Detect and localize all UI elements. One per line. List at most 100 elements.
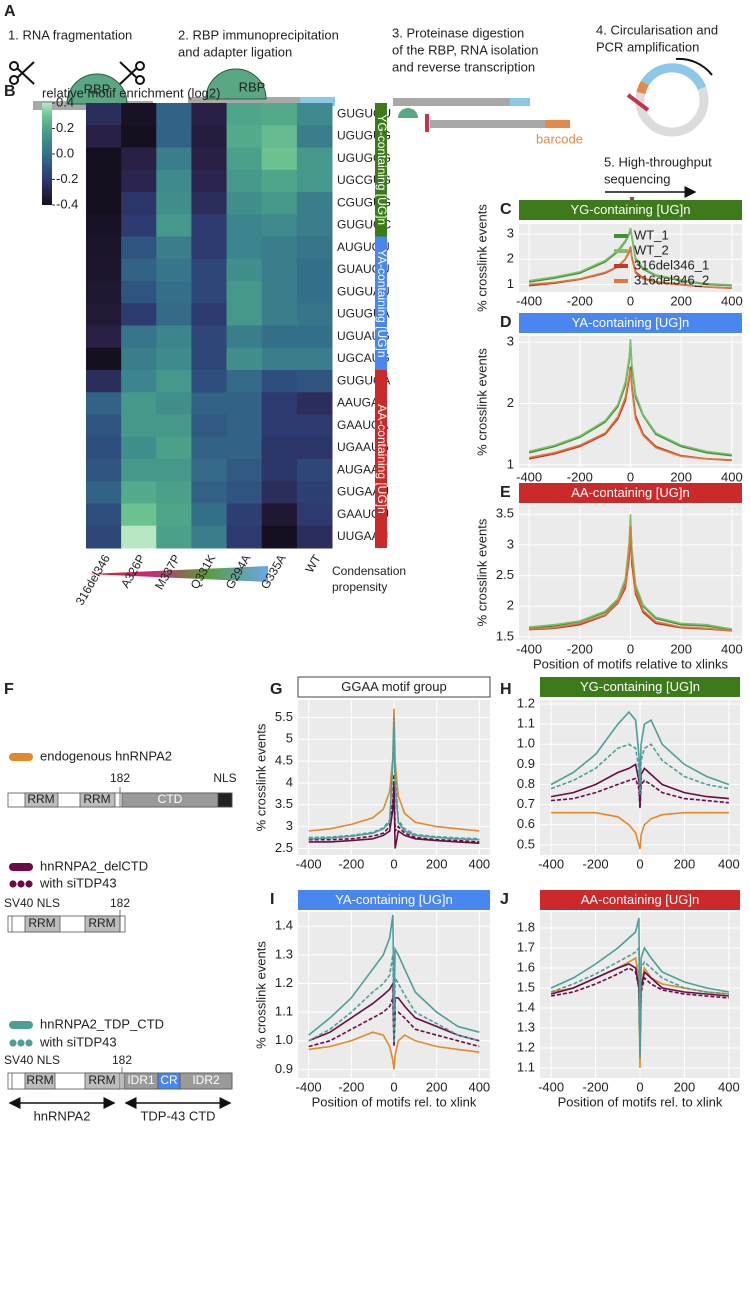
y-axis-label: % crosslink events xyxy=(474,204,489,312)
heat-cell xyxy=(226,525,263,549)
x-tick-label: -200 xyxy=(567,293,593,308)
series-line xyxy=(528,227,732,286)
heat-cell xyxy=(156,258,192,282)
title-bar xyxy=(519,483,742,503)
heat-cell xyxy=(86,436,122,460)
colorbar-tick-label: 0.2 xyxy=(56,120,74,135)
x-tick-label: -400 xyxy=(516,293,542,308)
heat-cell xyxy=(261,525,298,549)
adapter xyxy=(300,97,335,106)
panel-letter: I xyxy=(270,891,274,908)
heat-cell xyxy=(86,147,122,171)
heat-cell xyxy=(261,303,298,326)
heat-cell xyxy=(156,281,192,304)
heat-cell xyxy=(86,370,122,393)
heat-cell xyxy=(226,503,263,527)
heat-cell xyxy=(121,147,157,171)
colorbar-tick-label: -0.2 xyxy=(56,171,78,186)
heat-cell xyxy=(261,392,298,415)
heat-cell xyxy=(121,459,157,482)
heat-cell xyxy=(296,125,333,148)
step-text: 2. RBP immunoprecipitation xyxy=(178,27,339,42)
scissors xyxy=(9,61,145,85)
heat-cell xyxy=(86,169,122,193)
title-bar xyxy=(519,200,742,220)
rbp xyxy=(205,68,267,100)
heat-cell xyxy=(86,347,122,371)
heat-cell xyxy=(191,481,228,504)
x-tick-label: -200 xyxy=(338,1079,364,1094)
heat-cell xyxy=(296,525,333,549)
y-tick-label: 1.1 xyxy=(517,1059,535,1074)
heat-cell xyxy=(261,125,298,148)
group-bar xyxy=(375,103,387,237)
heat-cell xyxy=(261,459,298,482)
heat-cell xyxy=(86,125,122,148)
group-bar xyxy=(375,236,387,370)
heat-cell xyxy=(86,303,122,326)
y-tick-label: 3.5 xyxy=(496,506,514,521)
step-text: 5. High-throughput xyxy=(604,154,712,169)
series-line xyxy=(308,717,480,840)
heat-cell xyxy=(191,503,228,527)
propensity-label: propensity xyxy=(332,580,387,594)
heat-cell xyxy=(191,258,228,282)
y-tick-label: 4.5 xyxy=(275,753,293,768)
legend-marker xyxy=(25,1039,33,1047)
rbp-label: RBP xyxy=(84,81,111,96)
heat-cell xyxy=(191,325,228,349)
legend-label: endogenous hnRNPA2 xyxy=(40,748,172,763)
series-line xyxy=(550,917,730,1059)
legend-marker xyxy=(9,863,33,871)
series-line xyxy=(528,339,732,456)
legend-label: 316del346_2 xyxy=(634,272,709,287)
title-bar xyxy=(540,677,740,697)
step-text: PCR amplification xyxy=(596,39,699,54)
legend-marker xyxy=(9,880,17,888)
x-tick-label: -400 xyxy=(538,856,564,871)
position-label: 182 xyxy=(110,896,130,910)
colorbar-title: relative motif enrichment (log2) xyxy=(42,85,220,100)
heat-cell xyxy=(121,103,157,126)
heat-cell xyxy=(156,347,192,371)
x-tick-label: 0 xyxy=(627,469,634,484)
heat-cell xyxy=(191,414,228,438)
heat-cell xyxy=(121,347,157,371)
y-tick-label: 2 xyxy=(507,395,514,410)
x-tick-label: 0 xyxy=(636,1079,643,1094)
y-axis-label: % crosslink events xyxy=(474,348,489,456)
heat-cell xyxy=(86,192,122,215)
series-line xyxy=(308,1031,480,1070)
panel-f xyxy=(7,787,233,1109)
heat-cell xyxy=(296,214,333,237)
colorbar xyxy=(42,103,52,205)
panel-letter: D xyxy=(500,314,512,331)
x-tick-label: 0 xyxy=(627,641,634,656)
heat-cell xyxy=(86,459,122,482)
barcode-arc xyxy=(636,80,649,95)
title-bar xyxy=(540,890,740,910)
heat-cell xyxy=(226,214,263,237)
domain-label: IDR2 xyxy=(192,1073,220,1087)
heat-cell xyxy=(191,236,228,260)
heat-cell xyxy=(191,303,228,326)
heat-cell xyxy=(226,192,263,215)
heat-cell xyxy=(261,214,298,237)
rbp xyxy=(66,73,128,105)
heat-cell xyxy=(226,392,263,415)
heat-cell xyxy=(156,103,192,126)
panel-letter: C xyxy=(500,201,512,218)
heat-cell xyxy=(191,192,228,215)
domain-label: CR xyxy=(160,1073,178,1087)
x-tick-label: -200 xyxy=(583,1079,609,1094)
barcode xyxy=(545,120,570,128)
heat-cell xyxy=(191,370,228,393)
y-tick-label: 1.4 xyxy=(275,918,293,933)
span-label: TDP-43 CTD xyxy=(140,1108,215,1123)
propensity-triangle xyxy=(88,566,268,582)
step-text: 4. Circularisation and xyxy=(596,22,718,37)
heat-cell xyxy=(86,281,122,304)
domain-label: CTD xyxy=(158,792,183,806)
legend-label: with siTDP43 xyxy=(39,1034,117,1049)
y-axis-label: % crosslink events xyxy=(474,518,489,626)
